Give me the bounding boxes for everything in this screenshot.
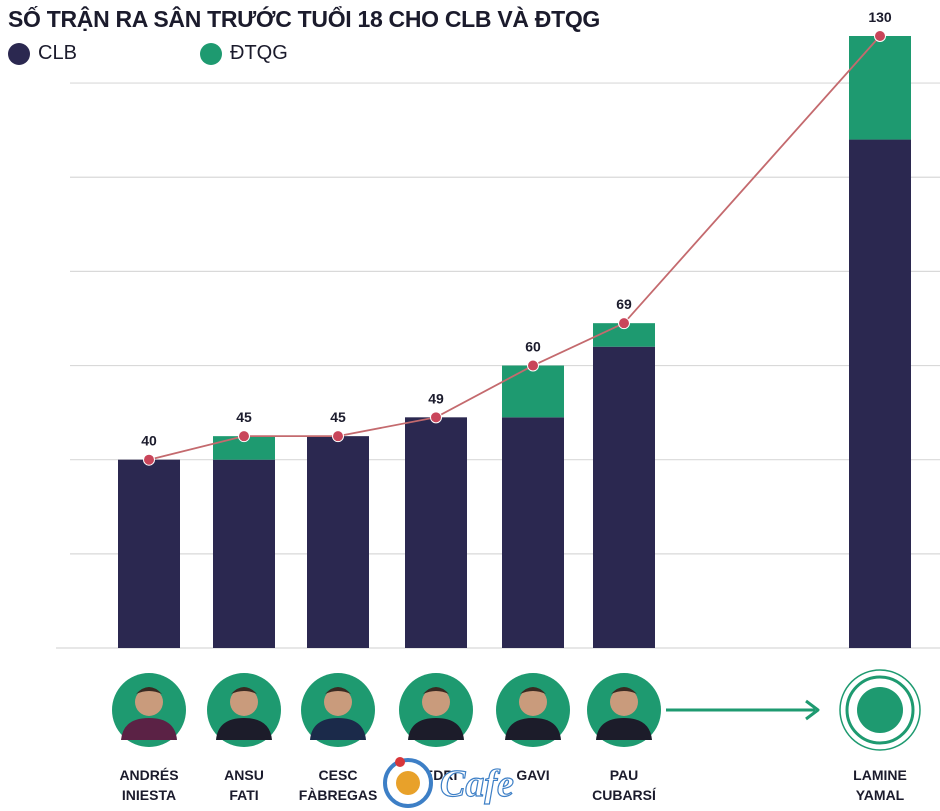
player-label-line2: YAMAL <box>856 787 905 803</box>
arrow-right-icon <box>666 699 820 721</box>
trend-point <box>143 453 155 466</box>
legend-item-clb: CLB <box>8 42 77 65</box>
avatar-head <box>422 688 450 716</box>
trend-point <box>527 359 539 372</box>
player-label-line1: ANDRÉS <box>119 767 178 783</box>
avatar-hair <box>611 687 637 694</box>
legend-label-dtqg: ĐTQG <box>230 42 288 64</box>
bar-dtqg <box>593 323 655 347</box>
person-avatar-icon <box>112 673 186 747</box>
legend-swatch-clb <box>8 42 30 65</box>
avatar-body <box>505 718 561 740</box>
bar-clb <box>213 459 275 648</box>
player-avatars <box>112 669 921 751</box>
player-label-line1: PAU <box>610 767 639 783</box>
value-label: 45 <box>236 409 252 425</box>
logo-ball <box>396 771 420 795</box>
bar-dtqg <box>213 436 275 460</box>
person-avatar-icon <box>496 673 570 747</box>
avatar-head <box>519 688 547 716</box>
avatar-head <box>230 688 258 716</box>
arrow-head <box>805 699 820 721</box>
value-label: 45 <box>330 409 346 425</box>
value-label: 60 <box>525 339 541 355</box>
player-label-line2: INIESTA <box>122 787 176 803</box>
bar-clb <box>502 417 564 648</box>
value-label: 130 <box>868 9 892 25</box>
avatar-hair <box>136 687 162 694</box>
avatar-hair <box>520 687 546 694</box>
chart-legend: CLB ĐTQG <box>8 42 408 66</box>
avatar-body <box>121 718 177 740</box>
grid-lines <box>56 82 940 649</box>
cafe-logo: Cafe <box>383 757 515 808</box>
person-avatar-icon <box>207 673 281 747</box>
player-label-line1: LAMINE <box>853 767 907 783</box>
bar-clb <box>307 436 369 648</box>
legend-swatch-dtqg <box>200 42 222 65</box>
avatar-head <box>610 688 638 716</box>
avatar-body <box>596 718 652 740</box>
avatar-hair <box>325 687 351 694</box>
legend-label-clb: CLB <box>38 42 77 64</box>
trend-point <box>430 411 442 424</box>
bar-dtqg <box>502 365 564 418</box>
player-label-line1: ANSU <box>224 767 264 783</box>
value-label: 40 <box>141 433 157 449</box>
person-avatar-icon <box>839 669 921 751</box>
person-avatar-icon <box>399 673 473 747</box>
bar-clb <box>849 139 911 649</box>
player-label-line2: FATI <box>229 787 258 803</box>
highlight-ring-outer <box>839 669 921 751</box>
logo-dot <box>395 757 405 767</box>
trend-point <box>874 30 886 42</box>
chart-title: SỐ TRẬN RA SÂN TRƯỚC TUỔI 18 CHO CLB VÀ … <box>8 6 600 32</box>
avatar-hair <box>231 687 257 694</box>
bar-clb <box>118 459 180 648</box>
bars <box>118 36 911 649</box>
avatar-head <box>324 688 352 716</box>
logo-text: Cafe <box>440 763 514 805</box>
legend-item-dtqg: ĐTQG <box>200 42 288 65</box>
cafe-logo-icon <box>383 757 433 808</box>
player-label-line1: GAVI <box>516 767 549 783</box>
player-label-line2: CUBARSÍ <box>592 787 657 803</box>
avatar-body <box>216 718 272 740</box>
trend-line <box>143 30 886 466</box>
bar-clb <box>593 346 655 648</box>
bar-dtqg <box>849 36 911 140</box>
trend-point <box>332 430 344 443</box>
person-avatar-icon <box>587 673 661 747</box>
value-labels: 40 45 45 49 60 69 130 <box>141 9 892 449</box>
player-label-line1: CESC <box>319 767 358 783</box>
trend-point <box>618 317 630 330</box>
highlight-ring-inner <box>845 675 915 745</box>
avatar-hair <box>423 687 449 694</box>
avatar-head <box>135 688 163 716</box>
trend-point <box>238 430 250 443</box>
person-avatar-icon <box>301 673 375 747</box>
player-label-line2: FÀBREGAS <box>299 787 378 803</box>
value-label: 49 <box>428 390 444 406</box>
bar-clb <box>405 417 467 648</box>
highlight-dot <box>857 687 903 733</box>
avatar-body <box>408 718 464 740</box>
value-label: 69 <box>616 296 632 312</box>
avatar-body <box>310 718 366 740</box>
